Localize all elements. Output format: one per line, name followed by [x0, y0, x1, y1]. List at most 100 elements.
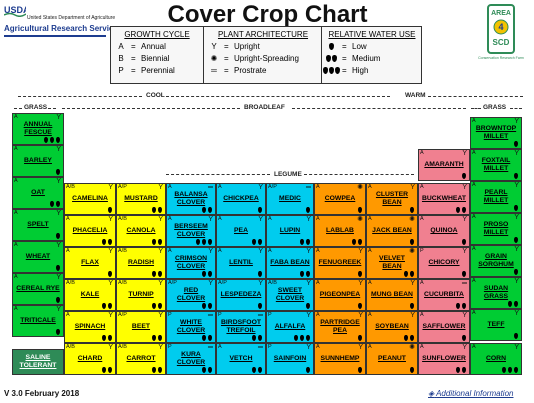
water-drop-icon [294, 335, 298, 341]
crop-tile-white-clover[interactable]: P ═ WHITE CLOVER [166, 311, 216, 343]
crop-name: PROSO MILLET [483, 221, 509, 236]
crop-tile-spinach[interactable]: A Υ SPINACH [64, 311, 116, 343]
water-drop-icon [102, 367, 106, 373]
growth-cycle-letter: A [472, 214, 476, 220]
crop-tile-sweet-clover[interactable]: A/B Υ SWEET CLOVER [266, 279, 314, 311]
crop-tile-chard[interactable]: A/B Υ CHARD [64, 343, 116, 375]
crop-tile-chicory[interactable]: P Υ CHICORY [418, 247, 470, 279]
crop-tile-safflower[interactable]: A Υ SAFFLOWER [418, 311, 470, 343]
crop-tile-oat[interactable]: A Υ OAT [12, 177, 64, 209]
crop-tile-grain-sorghum[interactable]: A Υ GRAIN SORGHUM [470, 245, 522, 277]
water-use-drops [409, 303, 415, 309]
crop-tile-partridge-pea[interactable]: A Υ PARTRIDGE PEA [314, 311, 366, 343]
crop-tile-medic[interactable]: A/P ═ MEDIC [266, 183, 314, 215]
area-logo-num: 4 [498, 22, 503, 32]
crop-tile-wheat[interactable]: A Υ WHEAT [12, 241, 64, 273]
crop-tile-pea[interactable]: A Υ PEA [216, 215, 266, 247]
water-use-drops [513, 141, 519, 147]
crop-tile-vetch[interactable]: A ═ VETCH [216, 343, 266, 375]
water-drop-icon [202, 367, 206, 373]
upright-icon: Υ [56, 242, 61, 249]
growth-cycle-letter: A/P [118, 184, 127, 190]
crop-tile-red-clover[interactable]: A/P Υ RED CLOVER [166, 279, 216, 311]
crop-tile-triticale[interactable]: A Υ TRITICALE [12, 305, 64, 337]
crop-tile-browntop-millet[interactable]: A Υ BROWNTOP MILLET [470, 117, 522, 149]
crop-tile-cowpea[interactable]: A ✺ COWPEA [314, 183, 366, 215]
crop-tile-balansa-clover[interactable]: A ═ BALANSA CLOVER [166, 183, 216, 215]
crop-tile-kale[interactable]: A/B Υ KALE [64, 279, 116, 311]
crop-tile-spelt[interactable]: A Υ SPELT [12, 209, 64, 241]
water-use-drops [195, 239, 213, 245]
water-use-drops [501, 367, 519, 373]
crop-tile-berseem-clover[interactable]: A Υ BERSEEM CLOVER [166, 215, 216, 247]
crop-tile-amaranth[interactable]: A Υ AMARANTH [418, 149, 470, 181]
upright-icon: Υ [462, 248, 467, 255]
crop-tile-velvet-bean[interactable]: A ✺ VELVET BEAN [366, 247, 418, 279]
water-use-drops [201, 367, 213, 373]
crop-tile-barley[interactable]: A Υ BARLEY [12, 145, 64, 177]
crop-tile-cereal-rye[interactable]: A Υ CEREAL RYE [12, 273, 64, 305]
crop-tile-radish[interactable]: A/B Υ RADISH [116, 247, 166, 279]
crop-tile-sunnhemp[interactable]: A Υ SUNNHEMP [314, 343, 366, 375]
crop-tile-sudan-grass[interactable]: A Υ SUDAN GRASS [470, 277, 522, 309]
crop-tile-lentil[interactable]: A Υ LENTIL [216, 247, 266, 279]
crop-tile-corn[interactable]: A Υ CORN [470, 343, 522, 375]
growth-cycle-letter: A [14, 210, 18, 216]
crop-tile-teff[interactable]: A Υ TEFF [470, 309, 522, 341]
crop-tile-lupin[interactable]: A Υ LUPIN [266, 215, 314, 247]
growth-cycle-letter: A [420, 280, 424, 286]
crop-tile-kura-clover[interactable]: P ═ KURA CLOVER [166, 343, 216, 375]
upright-icon: Υ [258, 216, 263, 223]
crop-tile-camelina[interactable]: A/B Υ CAMELINA [64, 183, 116, 215]
crop-name: CHARD [77, 355, 103, 362]
crop-tile-cluster-bean[interactable]: A Υ CLUSTER BEAN [366, 183, 418, 215]
water-drop-icon [514, 301, 518, 307]
crop-tile-flax[interactable]: A Υ FLAX [64, 247, 116, 279]
growth-cycle-letter: A/B [268, 280, 277, 286]
crop-tile-beet[interactable]: A/P Υ BEET [116, 311, 166, 343]
crop-tile-faba-bean[interactable]: A Υ FABA BEAN [266, 247, 314, 279]
growth-cycle-letter: A/P [218, 280, 227, 286]
upright-icon: Υ [410, 312, 415, 319]
water-drop-icon [56, 233, 60, 239]
upright-icon: Υ [158, 312, 163, 319]
crop-tile-fenugreek[interactable]: A Υ FENUGREEK [314, 247, 366, 279]
crop-tile-canola[interactable]: A/B Υ CANOLA [116, 215, 166, 247]
prostrate-icon: ═ [208, 184, 213, 191]
crop-tile-crimson-clover[interactable]: A Υ CRIMSON CLOVER [166, 247, 216, 279]
crop-tile-jack-bean[interactable]: A ✺ JACK BEAN [366, 215, 418, 247]
crop-tile-cucurbita[interactable]: A ═ CUCURBITA [418, 279, 470, 311]
upright-icon: Υ [358, 248, 363, 255]
crop-tile-foxtail-millet[interactable]: A Υ FOXTAIL MILLET [470, 149, 522, 181]
crop-tile-lespedeza[interactable]: A/P Υ LESPEDEZA [216, 279, 266, 311]
water-use-drops [409, 239, 415, 245]
crop-tile-chickpea[interactable]: A Υ CHICKPEA [216, 183, 266, 215]
crop-tile-buckwheat[interactable]: A Υ BUCKWHEAT [418, 183, 470, 215]
crop-tile-sainfoin[interactable]: P Υ SAINFOIN [266, 343, 314, 375]
crop-tile-birdsfoot-trefoil[interactable]: P ═ BIRDSFOOT TREFOIL [216, 311, 266, 343]
crop-tile-lablab[interactable]: A ✺ LABLAB [314, 215, 366, 247]
crop-name: KURA CLOVER [176, 351, 206, 366]
crop-tile-mung-bean[interactable]: A Υ MUNG BEAN [366, 279, 418, 311]
additional-information-link[interactable]: ◈ Additional Information [428, 389, 514, 398]
crop-tile-proso-millet[interactable]: A Υ PROSO MILLET [470, 213, 522, 245]
crop-tile-pearl-millet[interactable]: A Υ PEARL MILLET [470, 181, 522, 213]
crop-tile-carrot[interactable]: A/B Υ CARROT [116, 343, 166, 375]
upright-spreading-icon: ✺ [409, 248, 415, 255]
crop-tile-mustard[interactable]: A/P Υ MUSTARD [116, 183, 166, 215]
crop-tile-phacelia[interactable]: A Υ PHACELIA [64, 215, 116, 247]
upright-icon: Υ [108, 184, 113, 191]
water-drop-icon [322, 66, 342, 75]
crop-tile-saline-tolerant[interactable]: SALINE TOLERANT [12, 349, 64, 375]
upright-icon: Υ [462, 216, 467, 223]
crop-tile-annual-fescue[interactable]: A Υ ANNUAL FESCUE [12, 113, 64, 145]
crop-name: CANOLA [126, 227, 156, 234]
crop-tile-peanut[interactable]: A ✺ PEANUT [366, 343, 418, 375]
water-use-drops [351, 239, 363, 245]
crop-tile-pigeonpea[interactable]: A Υ PIGEONPEA [314, 279, 366, 311]
crop-tile-soybean[interactable]: A Υ SOYBEAN [366, 311, 418, 343]
crop-tile-sunflower[interactable]: A Υ SUNFLOWER [418, 343, 470, 375]
crop-tile-quinoa[interactable]: A Υ QUINOA [418, 215, 470, 247]
crop-tile-alfalfa[interactable]: P Υ ALFALFA [266, 311, 314, 343]
crop-tile-turnip[interactable]: A/B Υ TURNIP [116, 279, 166, 311]
